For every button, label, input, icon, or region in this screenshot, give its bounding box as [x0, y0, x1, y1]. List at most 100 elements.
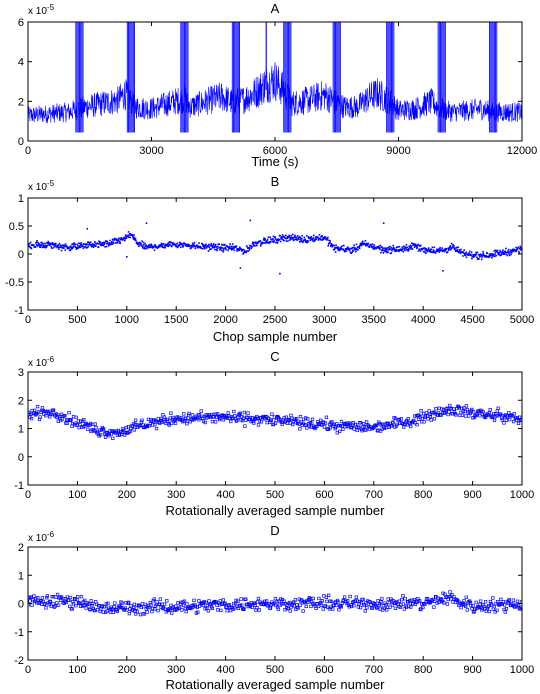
scatter-point [153, 422, 157, 427]
scatter-point [310, 417, 315, 422]
scatter-point [336, 248, 339, 250]
scatter-point [282, 416, 286, 420]
scatter-point [220, 243, 223, 246]
scatter-point [446, 251, 449, 253]
scatter-point [495, 608, 499, 612]
scatter-point [97, 246, 100, 248]
scatter-point [427, 409, 431, 413]
scatter-point [146, 245, 149, 247]
scatter-point [110, 242, 113, 244]
scatter-point [362, 424, 367, 429]
scatter-point [324, 237, 326, 240]
scatter-point [480, 255, 482, 257]
scatter-point [145, 248, 147, 250]
scatter-point [386, 422, 390, 426]
scatter-point [216, 247, 219, 250]
scatter-point [158, 602, 162, 606]
scatter-point [252, 241, 254, 244]
scatter-point [397, 249, 400, 251]
scatter-point [339, 248, 341, 251]
scatter-point [154, 244, 156, 246]
scatter-point [375, 429, 380, 433]
scatter-point [456, 246, 458, 249]
scatter-point [267, 236, 270, 238]
scatter-point [97, 242, 99, 245]
scatter-point [298, 238, 300, 241]
scatter-point [504, 251, 507, 254]
scatter-point [465, 608, 469, 612]
scatter-point [57, 244, 59, 247]
scatter-point [463, 252, 466, 255]
scatter-point [157, 246, 159, 249]
scatter-point [462, 255, 464, 257]
scatter-point [271, 238, 274, 241]
scatter-point [402, 250, 404, 253]
scatter-point [279, 240, 282, 243]
scatter-point [319, 418, 323, 422]
scatter-point [140, 418, 144, 422]
scatter-point [323, 421, 328, 425]
scatter-point [450, 248, 452, 251]
scatter-point [514, 249, 516, 252]
scatter-point [132, 235, 134, 238]
y-tick-label: 6 [18, 17, 24, 29]
scatter-point [504, 250, 506, 253]
scatter-point [232, 248, 234, 250]
scatter-point [338, 429, 342, 434]
scatter-point [219, 246, 222, 249]
scatter-point [321, 239, 324, 241]
scatter-point [173, 421, 178, 425]
scatter-point [191, 244, 194, 246]
scatter-point [472, 253, 474, 256]
scatter-point [33, 244, 35, 247]
scatter-point [153, 245, 155, 247]
scatter-point [492, 418, 497, 423]
scatter-point [43, 245, 46, 247]
scatter-point [98, 243, 100, 245]
scatter-point [445, 248, 448, 250]
scatter-point [114, 238, 117, 240]
scatter-point [50, 243, 53, 245]
scatter-point [94, 242, 97, 245]
panel-a-spike-band [489, 22, 498, 133]
scatter-point [426, 249, 428, 251]
scatter-point [37, 242, 40, 244]
panel-a-exponent: -5 [47, 3, 55, 12]
scatter-point [456, 249, 459, 251]
scatter-point [165, 599, 169, 603]
panel-d: D x 10-6 0 100 200 300 400 500 600 700 800 900 100… [14, 523, 534, 692]
scatter-point [163, 417, 167, 422]
scatter-point [428, 414, 433, 419]
scatter-point [418, 245, 421, 248]
scatter-point [448, 403, 452, 408]
scatter-point [486, 255, 488, 258]
scatter-point [72, 243, 75, 245]
scatter-point [453, 248, 456, 251]
scatter-point [179, 243, 181, 246]
scatter-point [354, 247, 357, 250]
scatter-point [331, 246, 334, 248]
panel-a-plot-area [28, 22, 522, 133]
scatter-point [337, 249, 339, 251]
scatter-point [379, 423, 383, 427]
scatter-point [333, 244, 335, 247]
scatter-point [36, 240, 38, 242]
scatter-point [358, 246, 360, 248]
scatter-point [401, 602, 406, 606]
scatter-point [403, 248, 406, 250]
scatter-point [220, 246, 222, 249]
scatter-point [42, 243, 44, 245]
scatter-point [499, 597, 503, 602]
scatter-point [272, 235, 275, 238]
scatter-point [264, 242, 266, 244]
scatter-point [242, 607, 246, 611]
scatter-point [45, 246, 48, 248]
scatter-point [145, 245, 148, 248]
scatter-point [256, 423, 261, 427]
scatter-point [166, 243, 168, 246]
scatter-point [283, 239, 285, 242]
scatter-point [248, 247, 250, 249]
scatter-point [199, 409, 203, 413]
scatter-point [74, 243, 76, 245]
scatter-point [79, 242, 81, 245]
